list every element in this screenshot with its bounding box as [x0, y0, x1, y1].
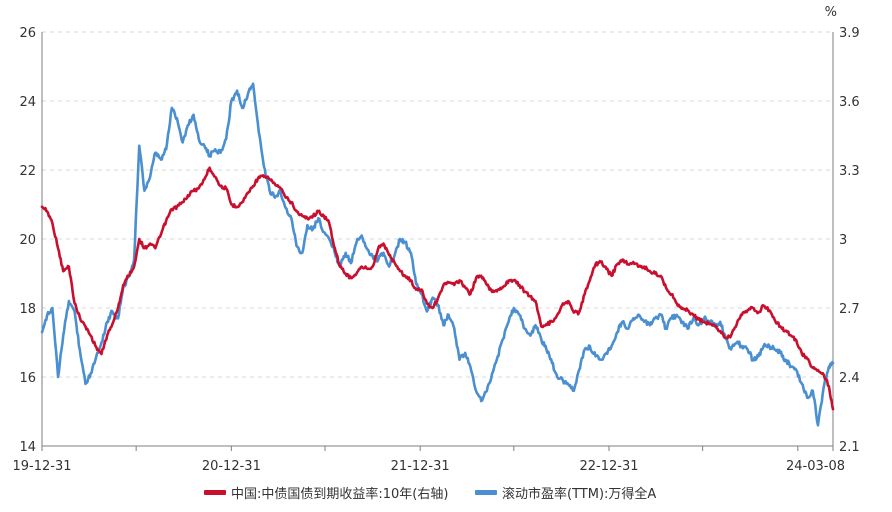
right-axis-tick-label: 3.9	[839, 26, 860, 41]
x-axis-tick-label: 20-12-31	[202, 459, 261, 474]
legend: 中国:中债国债到期收益率:10年(右轴) 滚动市盈率(TTM):万得全A	[204, 486, 656, 502]
left-axis-tick-label: 22	[19, 164, 36, 179]
x-axis-tick-label: 22-12-31	[579, 459, 638, 474]
left-axis-tick-label: 20	[19, 233, 36, 248]
legend-item-bond-yield[interactable]: 中国:中债国债到期收益率:10年(右轴)	[204, 486, 448, 502]
left-axis-tick-label: 26	[19, 26, 36, 41]
x-axis-tick-label: 24-03-08	[786, 459, 845, 474]
x-axis-tick-label: 21-12-31	[391, 459, 450, 474]
x-axis-tick-label: 19-12-31	[12, 459, 71, 474]
legend-label: 滚动市盈率(TTM):万得全A	[502, 486, 656, 502]
series-line-pe-ttm	[40, 82, 835, 427]
right-axis-unit: %	[825, 5, 837, 20]
right-axis-tick-label: 3	[839, 233, 847, 248]
left-axis-tick-label: 24	[19, 95, 36, 110]
legend-item-pe-ttm[interactable]: 滚动市盈率(TTM):万得全A	[475, 486, 656, 502]
right-axis-tick-label: 2.4	[839, 371, 860, 386]
right-axis-tick-label: 2.7	[839, 302, 860, 317]
right-axis-tick-label: 3.6	[839, 95, 860, 110]
axes: 14 16 18 20 22 24 26 2.1 2.4 2.7 3 3.3 3.6 3.9% 19-12-…	[12, 5, 859, 474]
series	[40, 82, 835, 427]
legend-label: 中国:中债国债到期收益率:10年(右轴)	[231, 486, 448, 502]
right-axis-tick-label: 2.1	[839, 440, 860, 455]
series-line-bond-yield	[40, 166, 835, 411]
legend-swatch	[204, 490, 226, 495]
legend-swatch	[475, 490, 497, 495]
grid	[42, 31, 833, 378]
left-axis-tick-label: 14	[19, 440, 36, 455]
right-axis-tick-label: 3.3	[839, 164, 860, 179]
left-axis-tick-label: 16	[19, 371, 36, 386]
left-axis-tick-label: 18	[19, 302, 36, 317]
